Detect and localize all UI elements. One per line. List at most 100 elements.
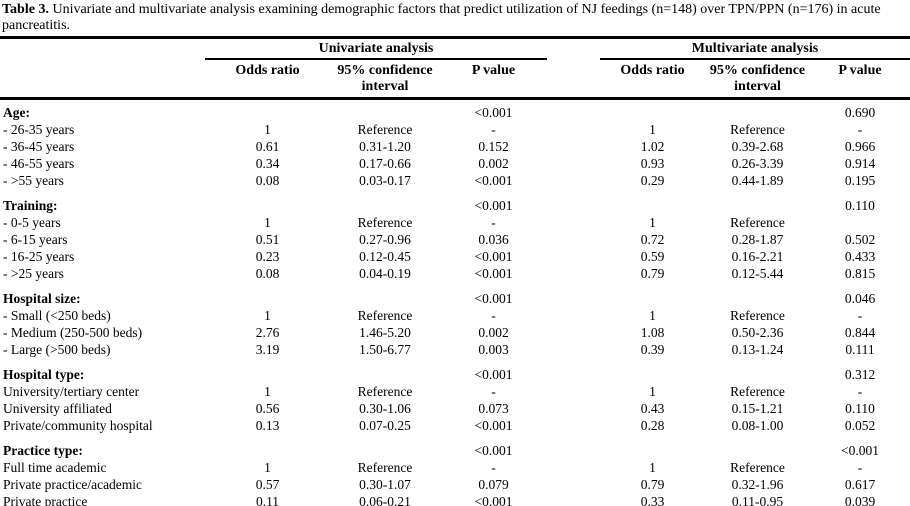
uni-p-value-cell: <0.001 — [474, 198, 513, 213]
section-label: Hospital size: — [3, 291, 81, 306]
table-row: - >55 years 0.08 0.03-0.17 <0.001 0.29 0.44-1… — [0, 172, 910, 189]
row-label: Private practice/academic — [3, 477, 143, 492]
uni-odds-ratio-cell — [205, 442, 330, 459]
table-row: - 26-35 years 1 Reference - 1 Reference - — [0, 121, 910, 138]
header-bottom-rule — [0, 97, 910, 100]
uni-confidence-interval-cell: Reference — [357, 122, 413, 137]
column-gap — [547, 290, 600, 307]
row-label: - Medium (250-500 beds) — [3, 325, 143, 340]
multi-odds-ratio-cell: 0.72 — [640, 232, 665, 247]
uni-odds-ratio-cell — [205, 104, 330, 121]
uni-confidence-interval-cell: 0.30-1.06 — [359, 401, 411, 416]
multi-confidence-interval-cell: 0.11-0.95 — [731, 494, 784, 506]
section-header-row: Age: <0.001 0.690 — [0, 104, 910, 121]
uni-p-value-cell: 0.003 — [478, 342, 509, 357]
uni-confidence-interval-cell — [330, 442, 440, 459]
multi-p-value-cell: 0.110 — [845, 401, 875, 416]
column-gap — [547, 442, 600, 459]
uni-confidence-interval-cell: 0.06-0.21 — [359, 494, 411, 506]
column-gap — [547, 197, 600, 214]
table-caption: Table 3. Univariate and multivariate ana… — [0, 0, 910, 33]
multi-p-value-cell: 0.690 — [844, 105, 876, 120]
multi-p-value-cell: <0.001 — [841, 443, 879, 458]
uni-p-value-cell: 0.152 — [478, 139, 509, 154]
uni-confidence-interval-cell: Reference — [357, 215, 413, 230]
uni-p-value-cell: <0.001 — [474, 291, 513, 306]
column-gap — [547, 459, 600, 476]
table-row: Private/community hospital 0.13 0.07-0.25 <… — [0, 417, 910, 434]
multi-p-value-header: P value — [838, 63, 882, 78]
column-gap — [547, 265, 600, 282]
table-row: Private practice 0.11 0.06-0.21 <0.001 0.33 0… — [0, 493, 910, 506]
uni-p-value-cell: 0.002 — [478, 325, 509, 340]
multi-confidence-interval-cell: Reference — [730, 308, 785, 323]
empty-header-cell — [0, 41, 205, 60]
uni-confidence-interval-cell: Reference — [357, 384, 413, 399]
multi-confidence-interval-cell — [705, 290, 810, 307]
uni-confidence-interval-cell: 0.04-0.19 — [359, 266, 411, 281]
table-row: - Large (>500 beds) 3.19 1.50-6.77 0.003 0.3… — [0, 341, 910, 358]
column-gap — [547, 214, 600, 231]
multi-p-value-cell: 0.914 — [844, 156, 876, 171]
table-row: - 46-55 years 0.34 0.17-0.66 0.002 0.93 0.26-… — [0, 155, 910, 172]
analysis-table: Univariate analysis Multivariate analysi… — [0, 39, 910, 506]
table-row: Private practice/academic 0.57 0.30-1.07 0.… — [0, 476, 910, 493]
section-header-row: Hospital size: <0.001 0.046 — [0, 290, 910, 307]
table-top-rule — [0, 36, 910, 39]
uni-p-value-cell: <0.001 — [474, 266, 513, 281]
multi-odds-ratio-header: Odds ratio — [620, 63, 685, 78]
row-label: University/tertiary center — [3, 384, 140, 399]
uni-confidence-interval-cell: 0.31-1.20 — [359, 139, 411, 154]
uni-odds-ratio-cell: 0.23 — [255, 249, 280, 264]
multi-p-value-cell: 0.433 — [844, 249, 876, 264]
table-row: - Small (<250 beds) 1 Reference - 1 Reference… — [0, 307, 910, 324]
multi-p-value-cell: 0.052 — [844, 418, 876, 433]
table-row: - 6-15 years 0.51 0.27-0.96 0.036 0.72 0.28-1… — [0, 231, 910, 248]
row-label: - 16-25 years — [3, 249, 75, 264]
section-label: Training: — [3, 198, 58, 213]
row-label: - >25 years — [3, 266, 64, 281]
uni-confidence-interval-cell: 1.50-6.77 — [359, 342, 411, 357]
uni-p-value-cell: <0.001 — [474, 418, 513, 433]
table-row: - 36-45 years 0.61 0.31-1.20 0.152 1.02 0.39-… — [0, 138, 910, 155]
uni-odds-ratio-cell — [205, 290, 330, 307]
row-label: - >55 years — [3, 173, 64, 188]
table-row: Full time academic 1 Reference - 1 Reference - — [0, 459, 910, 476]
column-gap — [547, 324, 600, 341]
column-gap — [547, 104, 600, 121]
multi-p-value-cell: - — [857, 122, 863, 137]
multi-odds-ratio-cell: 0.43 — [640, 401, 665, 416]
multi-odds-ratio-cell — [600, 104, 705, 121]
uni-p-value-header: P value — [471, 63, 516, 78]
uni-confidence-interval-cell: 0.03-0.17 — [359, 173, 411, 188]
multi-confidence-interval-cell: Reference — [730, 122, 785, 137]
caption-text: Univariate and multivariate analysis exa… — [2, 2, 881, 33]
row-label: - 46-55 years — [3, 156, 75, 171]
empty-header-cell — [0, 63, 205, 95]
table-row: - >25 years 0.08 0.04-0.19 <0.001 0.79 0.12-5… — [0, 265, 910, 282]
multi-odds-ratio-cell — [600, 290, 705, 307]
column-gap — [547, 41, 600, 60]
uni-odds-ratio-cell: 1 — [264, 308, 271, 323]
section-header-row: Practice type: <0.001 <0.001 — [0, 442, 910, 459]
uni-odds-ratio-cell: 0.08 — [255, 266, 280, 281]
column-gap — [547, 63, 600, 95]
uni-confidence-interval-cell: 0.17-0.66 — [359, 156, 411, 171]
row-label: - 36-45 years — [3, 139, 75, 154]
multi-confidence-interval-cell: 0.39-2.68 — [731, 139, 784, 154]
column-gap — [547, 400, 600, 417]
multi-odds-ratio-cell: 1.08 — [640, 325, 665, 340]
multi-confidence-interval-cell — [705, 442, 810, 459]
column-gap — [547, 121, 600, 138]
section-label: Hospital type: — [3, 367, 85, 382]
uni-p-value-cell: <0.001 — [474, 105, 513, 120]
multi-confidence-interval-header: 95% confidence interval — [709, 63, 806, 94]
section-header-row: Training: <0.001 0.110 — [0, 197, 910, 214]
column-header-row: Odds ratio 95% confidence interval P val… — [0, 60, 910, 97]
table-row: - Medium (250-500 beds) 2.76 1.46-5.20 0.00… — [0, 324, 910, 341]
column-gap — [547, 341, 600, 358]
uni-confidence-interval-cell — [330, 104, 440, 121]
multi-odds-ratio-cell — [600, 366, 705, 383]
uni-odds-ratio-cell: 0.13 — [255, 418, 280, 433]
